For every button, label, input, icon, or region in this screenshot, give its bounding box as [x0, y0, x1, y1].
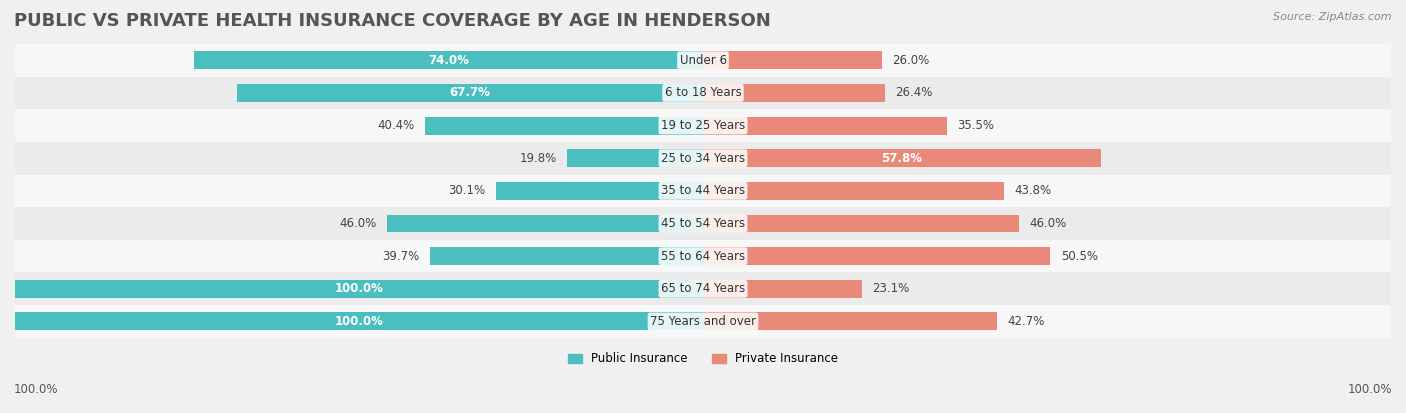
Text: 43.8%: 43.8%	[1015, 184, 1052, 197]
Text: 74.0%: 74.0%	[427, 54, 468, 67]
Bar	[15, 175, 1391, 207]
Bar	[15, 76, 1391, 109]
Text: Source: ZipAtlas.com: Source: ZipAtlas.com	[1274, 12, 1392, 22]
Bar	[703, 214, 1019, 233]
Bar	[703, 84, 884, 102]
Text: 55 to 64 Years: 55 to 64 Years	[661, 249, 745, 263]
Bar	[15, 109, 1391, 142]
Text: 6 to 18 Years: 6 to 18 Years	[665, 86, 741, 100]
Text: 35.5%: 35.5%	[957, 119, 994, 132]
Text: 75 Years and over: 75 Years and over	[650, 315, 756, 328]
Bar	[15, 305, 1391, 338]
Text: 100.0%: 100.0%	[14, 384, 59, 396]
Text: Under 6: Under 6	[679, 54, 727, 67]
Text: 26.4%: 26.4%	[896, 86, 932, 100]
Bar	[567, 149, 703, 167]
Text: 65 to 74 Years: 65 to 74 Years	[661, 282, 745, 295]
Text: 19.8%: 19.8%	[519, 152, 557, 165]
Bar	[15, 273, 1391, 305]
Text: 35 to 44 Years: 35 to 44 Years	[661, 184, 745, 197]
Text: 57.8%: 57.8%	[882, 152, 922, 165]
Text: 42.7%: 42.7%	[1007, 315, 1045, 328]
Text: 23.1%: 23.1%	[872, 282, 910, 295]
Text: 100.0%: 100.0%	[335, 315, 384, 328]
Text: 26.0%: 26.0%	[893, 54, 929, 67]
Text: 46.0%: 46.0%	[1029, 217, 1067, 230]
Text: 46.0%: 46.0%	[339, 217, 377, 230]
Bar	[703, 149, 1101, 167]
Bar	[238, 84, 703, 102]
Bar	[387, 214, 703, 233]
Bar	[15, 207, 1391, 240]
Bar	[15, 280, 703, 298]
Bar	[15, 240, 1391, 273]
Text: 50.5%: 50.5%	[1060, 249, 1098, 263]
Text: 19 to 25 Years: 19 to 25 Years	[661, 119, 745, 132]
Text: PUBLIC VS PRIVATE HEALTH INSURANCE COVERAGE BY AGE IN HENDERSON: PUBLIC VS PRIVATE HEALTH INSURANCE COVER…	[14, 12, 770, 31]
Text: 40.4%: 40.4%	[377, 119, 415, 132]
Bar	[703, 247, 1050, 265]
Bar	[496, 182, 703, 200]
Text: 25 to 34 Years: 25 to 34 Years	[661, 152, 745, 165]
Bar	[703, 51, 882, 69]
Bar	[703, 280, 862, 298]
Bar	[15, 44, 1391, 76]
Bar	[703, 182, 1004, 200]
Bar	[430, 247, 703, 265]
Text: 45 to 54 Years: 45 to 54 Years	[661, 217, 745, 230]
Text: 67.7%: 67.7%	[450, 86, 491, 100]
Bar	[15, 313, 703, 330]
Bar	[703, 116, 948, 135]
Text: 100.0%: 100.0%	[335, 282, 384, 295]
Text: 30.1%: 30.1%	[449, 184, 485, 197]
Legend: Public Insurance, Private Insurance: Public Insurance, Private Insurance	[564, 348, 842, 370]
Bar	[425, 116, 703, 135]
Text: 100.0%: 100.0%	[1347, 384, 1392, 396]
Bar	[15, 142, 1391, 175]
Bar	[703, 313, 997, 330]
Bar	[194, 51, 703, 69]
Text: 39.7%: 39.7%	[382, 249, 419, 263]
